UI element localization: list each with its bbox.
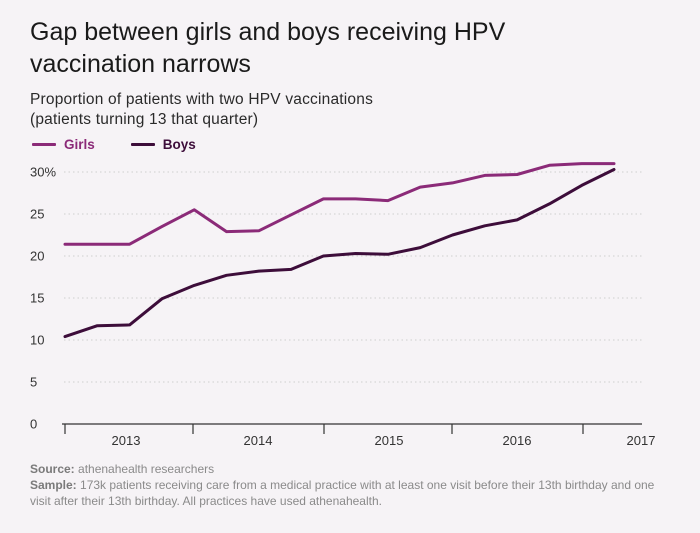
source-text: athenahealth researchers — [78, 462, 215, 476]
source-note: Source: athenahealth researchers — [30, 461, 670, 477]
x-tick-label: 2015 — [375, 433, 404, 448]
y-tick-label: 5 — [30, 375, 37, 390]
series-line-boys — [63, 168, 616, 339]
legend-item-boys: Boys — [130, 136, 196, 152]
x-tick-label: 2013 — [112, 433, 141, 448]
chart-title-line-1: Gap between girls and boys receiving HPV — [30, 18, 506, 46]
legend-item-girls: Girls — [32, 137, 95, 152]
y-tick-label: 10 — [30, 333, 44, 348]
legend-label-girls: Girls — [64, 136, 95, 152]
y-tick-label: 20 — [30, 249, 44, 264]
chart-legend: Girls Boys — [32, 134, 232, 154]
y-tick-label: 25 — [30, 207, 44, 222]
chart-title: Gap between girls and boys receiving HPV… — [30, 16, 670, 80]
legend-swatch-girls — [32, 142, 56, 146]
y-tick-label: 0 — [30, 417, 37, 432]
x-tick-label: 2014 — [244, 433, 273, 448]
x-tick-label: 2016 — [503, 433, 532, 448]
chart-subtitle: Proportion of patients with two HPV vacc… — [30, 90, 670, 130]
chart-subtitle-line-2: (patients turning 13 that quarter) — [30, 111, 259, 128]
legend-label-boys: Boys — [162, 136, 196, 152]
chart-footer: Source: athenahealth researchers Sample:… — [30, 461, 670, 509]
chart-subtitle-line-1: Proportion of patients with two HPV vacc… — [30, 91, 374, 108]
chart-title-line-2: vaccination narrows — [30, 50, 251, 78]
sample-text: 173k patients receiving care from a medi… — [30, 478, 655, 508]
y-tick-label: 30% — [30, 165, 56, 180]
series-line-girls — [63, 162, 616, 246]
legend-swatch-boys — [130, 142, 155, 146]
y-tick-label: 15 — [30, 291, 44, 306]
sample-note: Sample: 173k patients receiving care fro… — [30, 477, 670, 509]
sample-label: Sample: — [30, 478, 77, 492]
source-label: Source: — [30, 462, 75, 476]
x-tick-label: 2017 — [627, 433, 656, 448]
